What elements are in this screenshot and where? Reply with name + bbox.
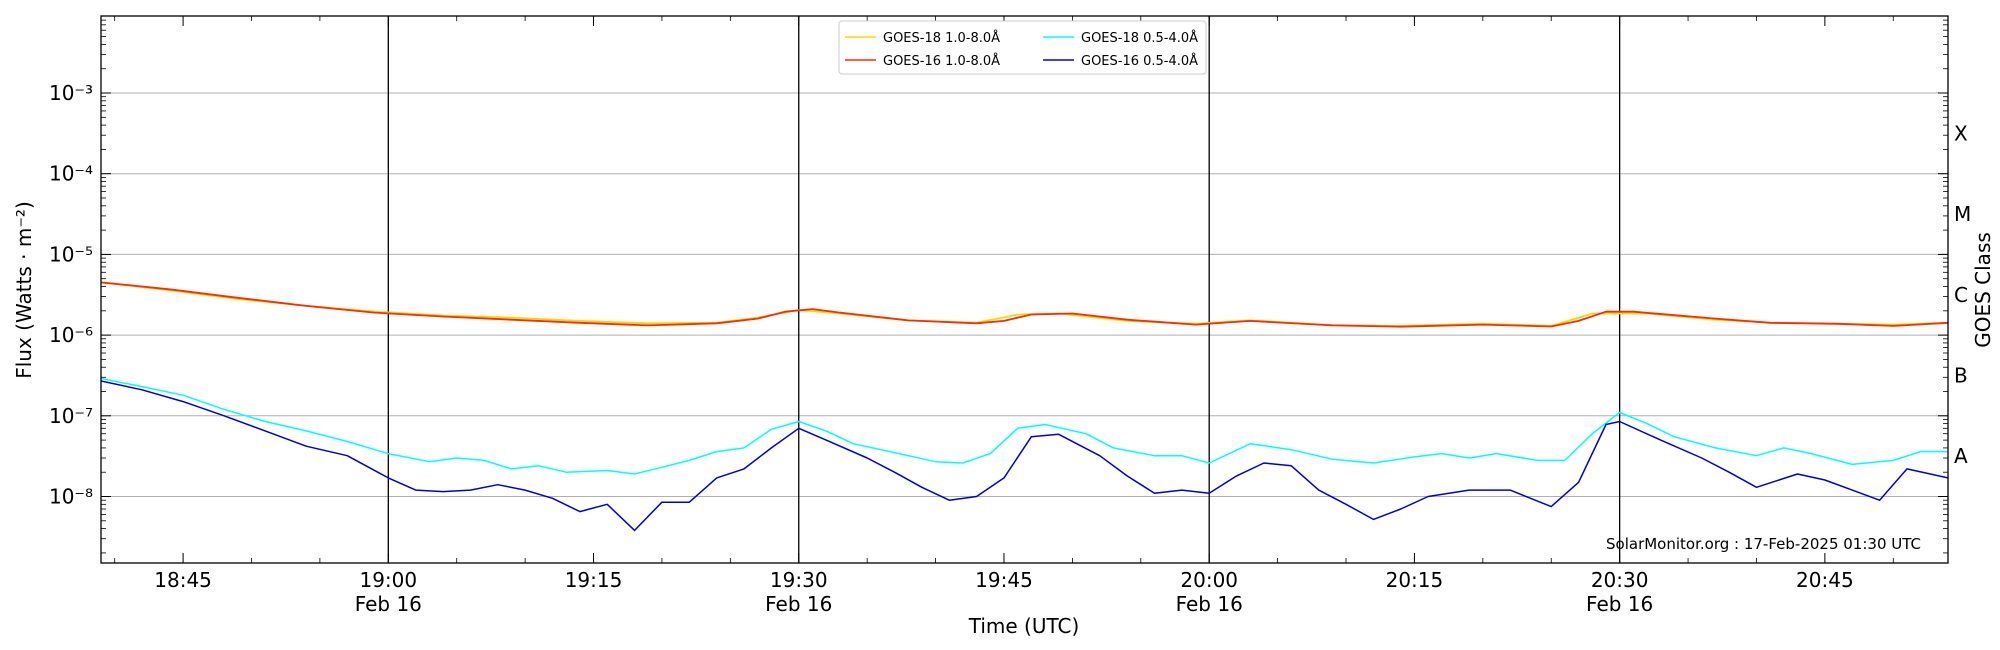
grid-lines <box>101 92 1948 498</box>
credit-text: SolarMonitor.org : 17-Feb-2025 01:30 UTC <box>1606 535 1921 553</box>
y-tick-label: 10⁻³ <box>49 81 93 105</box>
series-goes18-short <box>101 377 1948 475</box>
x-tick-label: 19:45 <box>975 568 1033 592</box>
goes-class-label: A <box>1954 444 1968 468</box>
plot-frame <box>100 15 1949 564</box>
x-tick-label: 19:30 <box>770 568 828 592</box>
series-goes16-short <box>101 380 1948 532</box>
y-tick-label: 10⁻⁵ <box>49 242 93 266</box>
x-tick-label: 20:30 <box>1591 568 1649 592</box>
x-tick-date-label: Feb 16 <box>355 592 422 616</box>
x-tick-label: 19:15 <box>565 568 623 592</box>
x-tick-label: 20:00 <box>1180 568 1238 592</box>
y-axis-label: Flux (Watts · m⁻²) <box>12 201 36 379</box>
x-tick-label: 20:15 <box>1386 568 1444 592</box>
series-lines <box>101 281 1948 532</box>
legend-label-goes16-short: GOES-16 0.5-4.0Å <box>1081 53 1198 69</box>
y-tick-label: 10⁻⁸ <box>49 485 93 509</box>
legend-box <box>838 20 1207 75</box>
legend-label-goes16-long: GOES-16 1.0-8.0Å <box>883 53 1000 69</box>
goes-class-label: M <box>1954 202 1971 226</box>
goes-class-label: X <box>1954 121 1968 145</box>
y-tick-label: 10⁻⁴ <box>49 162 93 186</box>
goes-class-label: B <box>1954 363 1968 387</box>
y-tick-label: 10⁻⁷ <box>49 404 93 428</box>
legend-label-goes18-long: GOES-18 1.0-8.0Å <box>883 30 1000 46</box>
half-hour-lines <box>387 16 1621 563</box>
x-axis-label: Time (UTC) <box>968 614 1080 638</box>
legend-label-goes18-short: GOES-18 0.5-4.0Å <box>1081 30 1198 46</box>
y-tick-label: 10⁻⁶ <box>49 323 93 347</box>
goes-class-label: C <box>1954 283 1968 307</box>
series-goes16-long <box>101 281 1948 328</box>
x-tick-date-label: Feb 16 <box>1586 592 1653 616</box>
x-tick-label: 19:00 <box>359 568 417 592</box>
x-tick-date-label: Feb 16 <box>1176 592 1243 616</box>
x-tick-label: 20:45 <box>1796 568 1854 592</box>
x-tick-date-label: Feb 16 <box>765 592 832 616</box>
legend: GOES-18 1.0-8.0Å GOES-16 1.0-8.0Å GOES-1… <box>838 20 1207 75</box>
x-tick-label: 18:45 <box>154 568 212 592</box>
y2-axis-label: GOES Class <box>1971 232 1995 348</box>
